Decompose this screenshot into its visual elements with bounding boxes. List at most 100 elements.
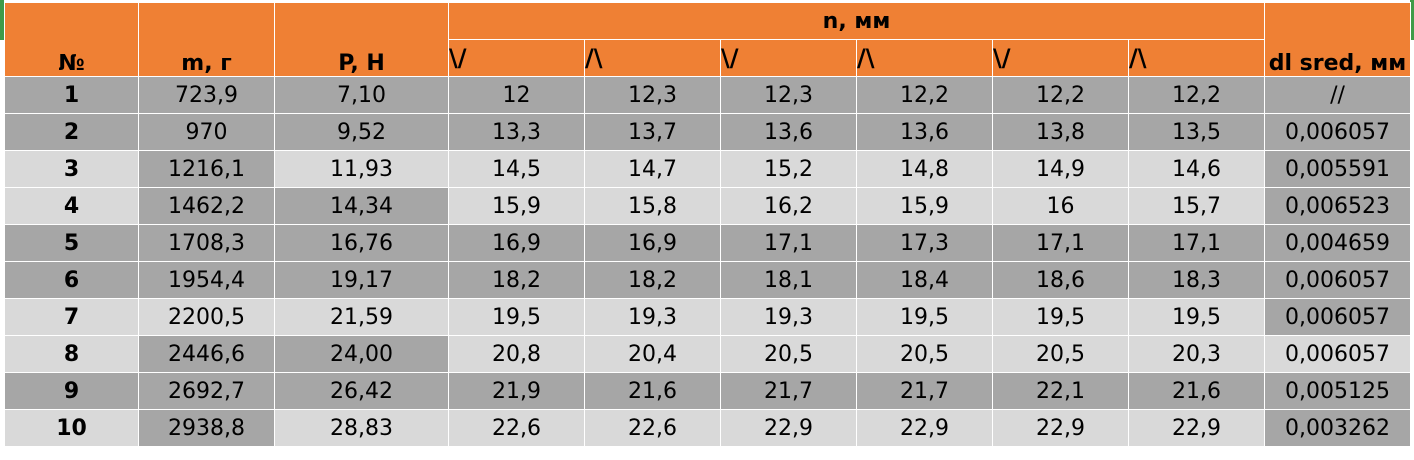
cell-n-3[interactable]: 17,1 [720, 224, 857, 262]
cell-force[interactable]: 24,00 [274, 335, 449, 373]
cell-n-5[interactable]: 13,8 [992, 113, 1129, 151]
cell-n-5[interactable]: 22,9 [992, 409, 1129, 447]
cell-mass[interactable]: 2938,8 [138, 409, 275, 447]
cell-force[interactable]: 19,17 [274, 261, 449, 299]
header-n-4[interactable]: /\ [856, 39, 993, 77]
cell-n-5[interactable]: 12,2 [992, 76, 1129, 114]
header-number[interactable]: № [4, 2, 139, 77]
cell-dl-sred[interactable]: 0,006523 [1264, 187, 1411, 225]
cell-force[interactable]: 26,42 [274, 372, 449, 410]
cell-n-1[interactable]: 16,9 [448, 224, 585, 262]
cell-mass[interactable]: 1216,1 [138, 150, 275, 188]
header-n-group[interactable]: n, мм [448, 2, 1265, 40]
header-dl-sred[interactable]: dl sred, мм [1264, 2, 1411, 77]
cell-number[interactable]: 6 [4, 261, 139, 299]
cell-mass[interactable]: 723,9 [138, 76, 275, 114]
cell-n-5[interactable]: 18,6 [992, 261, 1129, 299]
cell-n-2[interactable]: 19,3 [584, 298, 721, 336]
cell-number[interactable]: 3 [4, 150, 139, 188]
cell-n-2[interactable]: 12,3 [584, 76, 721, 114]
cell-n-6[interactable]: 13,5 [1128, 113, 1265, 151]
cell-number[interactable]: 5 [4, 224, 139, 262]
cell-n-4[interactable]: 12,2 [856, 76, 993, 114]
cell-n-6[interactable]: 17,1 [1128, 224, 1265, 262]
cell-n-5[interactable]: 19,5 [992, 298, 1129, 336]
cell-n-3[interactable]: 22,9 [720, 409, 857, 447]
header-n-3[interactable]: \/ [720, 39, 857, 77]
cell-force[interactable]: 9,52 [274, 113, 449, 151]
cell-dl-sred[interactable]: 0,003262 [1264, 409, 1411, 447]
cell-n-6[interactable]: 14,6 [1128, 150, 1265, 188]
cell-n-1[interactable]: 14,5 [448, 150, 585, 188]
cell-n-5[interactable]: 14,9 [992, 150, 1129, 188]
cell-dl-sred[interactable]: 0,006057 [1264, 335, 1411, 373]
cell-mass[interactable]: 2446,6 [138, 335, 275, 373]
cell-n-3[interactable]: 15,2 [720, 150, 857, 188]
cell-n-1[interactable]: 18,2 [448, 261, 585, 299]
header-n-6[interactable]: /\ [1128, 39, 1265, 77]
cell-n-3[interactable]: 21,7 [720, 372, 857, 410]
header-force[interactable]: P, Н [274, 2, 449, 77]
cell-dl-sred[interactable]: 0,006057 [1264, 298, 1411, 336]
cell-n-4[interactable]: 18,4 [856, 261, 993, 299]
cell-mass[interactable]: 1462,2 [138, 187, 275, 225]
cell-number[interactable]: 8 [4, 335, 139, 373]
cell-n-2[interactable]: 18,2 [584, 261, 721, 299]
cell-n-1[interactable]: 21,9 [448, 372, 585, 410]
cell-n-4[interactable]: 17,3 [856, 224, 993, 262]
cell-n-2[interactable]: 13,7 [584, 113, 721, 151]
header-n-5[interactable]: \/ [992, 39, 1129, 77]
cell-mass[interactable]: 2200,5 [138, 298, 275, 336]
cell-mass[interactable]: 1708,3 [138, 224, 275, 262]
cell-n-1[interactable]: 22,6 [448, 409, 585, 447]
cell-n-1[interactable]: 12 [448, 76, 585, 114]
cell-n-2[interactable]: 22,6 [584, 409, 721, 447]
cell-n-4[interactable]: 19,5 [856, 298, 993, 336]
cell-n-6[interactable]: 22,9 [1128, 409, 1265, 447]
cell-number[interactable]: 10 [4, 409, 139, 447]
cell-n-3[interactable]: 12,3 [720, 76, 857, 114]
cell-n-4[interactable]: 22,9 [856, 409, 993, 447]
cell-n-4[interactable]: 13,6 [856, 113, 993, 151]
cell-force[interactable]: 11,93 [274, 150, 449, 188]
cell-n-6[interactable]: 15,7 [1128, 187, 1265, 225]
cell-dl-sred[interactable]: 0,005591 [1264, 150, 1411, 188]
cell-n-1[interactable]: 20,8 [448, 335, 585, 373]
cell-n-3[interactable]: 20,5 [720, 335, 857, 373]
cell-number[interactable]: 4 [4, 187, 139, 225]
cell-dl-sred[interactable]: 0,004659 [1264, 224, 1411, 262]
cell-n-2[interactable]: 16,9 [584, 224, 721, 262]
cell-n-3[interactable]: 13,6 [720, 113, 857, 151]
cell-n-1[interactable]: 19,5 [448, 298, 585, 336]
cell-n-5[interactable]: 22,1 [992, 372, 1129, 410]
header-n-1[interactable]: \/ [448, 39, 585, 77]
cell-force[interactable]: 21,59 [274, 298, 449, 336]
cell-n-5[interactable]: 20,5 [992, 335, 1129, 373]
cell-force[interactable]: 16,76 [274, 224, 449, 262]
cell-n-3[interactable]: 18,1 [720, 261, 857, 299]
cell-n-2[interactable]: 15,8 [584, 187, 721, 225]
cell-n-5[interactable]: 16 [992, 187, 1129, 225]
cell-n-3[interactable]: 16,2 [720, 187, 857, 225]
cell-n-2[interactable]: 20,4 [584, 335, 721, 373]
cell-n-6[interactable]: 19,5 [1128, 298, 1265, 336]
cell-n-4[interactable]: 15,9 [856, 187, 993, 225]
cell-n-3[interactable]: 19,3 [720, 298, 857, 336]
cell-number[interactable]: 7 [4, 298, 139, 336]
cell-n-4[interactable]: 14,8 [856, 150, 993, 188]
cell-n-6[interactable]: 12,2 [1128, 76, 1265, 114]
cell-mass[interactable]: 1954,4 [138, 261, 275, 299]
cell-force[interactable]: 28,83 [274, 409, 449, 447]
cell-n-4[interactable]: 20,5 [856, 335, 993, 373]
cell-dl-sred[interactable]: 0,006057 [1264, 261, 1411, 299]
cell-dl-sred[interactable]: 0,006057 [1264, 113, 1411, 151]
header-n-2[interactable]: /\ [584, 39, 721, 77]
cell-number[interactable]: 9 [4, 372, 139, 410]
cell-n-6[interactable]: 21,6 [1128, 372, 1265, 410]
cell-dl-sred[interactable]: 0,005125 [1264, 372, 1411, 410]
header-mass[interactable]: m, г [138, 2, 275, 77]
cell-n-1[interactable]: 13,3 [448, 113, 585, 151]
cell-mass[interactable]: 2692,7 [138, 372, 275, 410]
cell-number[interactable]: 2 [4, 113, 139, 151]
cell-n-2[interactable]: 21,6 [584, 372, 721, 410]
